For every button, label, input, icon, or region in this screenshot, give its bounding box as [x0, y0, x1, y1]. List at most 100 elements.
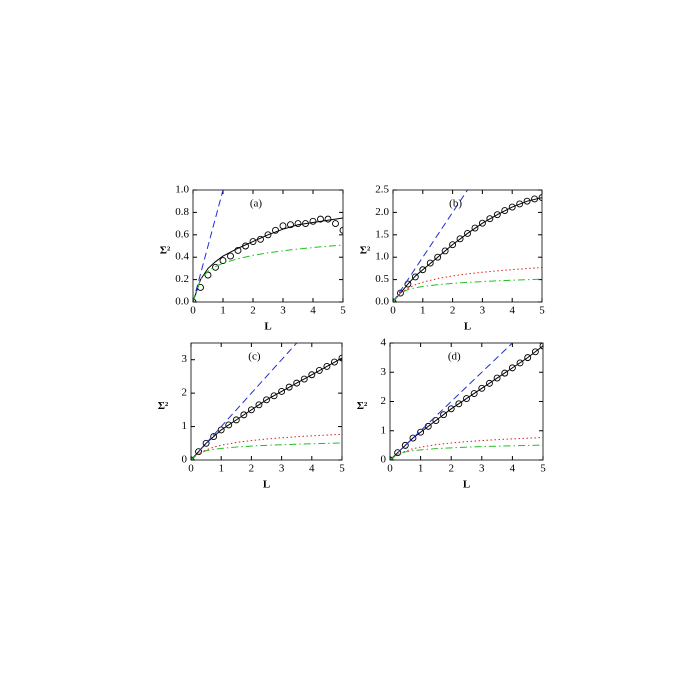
data-point	[493, 374, 501, 382]
x-tick-label: 1	[218, 463, 224, 475]
y-axis-label: Σ²	[357, 400, 368, 412]
x-tick-label: 4	[509, 305, 515, 317]
data-point	[249, 238, 257, 245]
x-tick-label: 5	[540, 463, 546, 475]
y-axis-label: Σ²	[160, 245, 171, 257]
x-tick-label: 5	[539, 305, 545, 317]
data-point	[210, 433, 218, 441]
data-point	[470, 390, 478, 398]
data-point	[501, 369, 509, 377]
data-point	[285, 383, 293, 391]
y-tick-label: 0.0	[175, 296, 189, 308]
data-point	[401, 441, 409, 449]
panel-label: (d)	[448, 351, 461, 363]
data-point	[300, 375, 308, 383]
data-point	[417, 428, 425, 436]
data-point	[501, 207, 509, 215]
line	[191, 343, 298, 460]
line	[193, 217, 343, 302]
x-tick-label: 5	[340, 305, 346, 317]
y-tick-label: 4	[381, 337, 387, 349]
line	[393, 197, 542, 302]
data-point	[456, 235, 464, 243]
line	[393, 278, 542, 302]
line	[390, 437, 543, 460]
y-axis-label: Σ²	[360, 245, 371, 257]
x-tick-label: 1	[420, 305, 426, 317]
data-point	[225, 421, 233, 429]
panel: 0 1 2 3 4 5 0 1 2 3 4 (d) L Σ²	[357, 337, 547, 491]
data-point	[287, 221, 294, 229]
data-point	[523, 197, 531, 205]
data-point	[411, 273, 419, 281]
data-point	[478, 384, 486, 392]
data-point	[240, 411, 248, 419]
data-point	[234, 247, 242, 254]
y-tick-label: 2.0	[375, 206, 389, 218]
y-tick-label: 0.8	[175, 206, 189, 218]
line	[193, 190, 224, 302]
data-point	[263, 396, 270, 404]
x-tick-label: 4	[310, 305, 316, 317]
data-point	[227, 252, 234, 260]
plot-area	[191, 343, 342, 460]
data-point	[247, 406, 255, 414]
line	[390, 345, 543, 460]
panel-label: (b)	[449, 198, 462, 210]
data-point	[447, 405, 455, 413]
panel-label: (c)	[248, 351, 261, 363]
y-tick-label: 3	[381, 366, 387, 378]
axes-frame	[190, 342, 343, 461]
data-point	[331, 358, 338, 366]
x-tick-label: 0	[390, 305, 396, 317]
line	[393, 190, 469, 302]
y-tick-label: 0	[381, 454, 387, 466]
x-tick-label: 3	[279, 463, 285, 475]
data-point	[323, 362, 331, 370]
line	[191, 442, 342, 460]
line	[390, 343, 514, 460]
y-tick-label: 1.5	[375, 228, 389, 240]
data-point	[272, 226, 279, 234]
y-tick-label: 0.0	[375, 296, 389, 308]
x-tick-label: 0	[190, 305, 196, 317]
y-axis-label: Σ²	[158, 400, 169, 412]
data-point	[294, 220, 302, 228]
x-tick-label: 1	[418, 463, 424, 475]
data-point	[308, 371, 316, 379]
data-point	[404, 280, 412, 288]
y-tick-label: 0.5	[375, 273, 389, 285]
data-point	[232, 416, 240, 424]
x-tick-label: 3	[480, 305, 486, 317]
data-point	[441, 247, 449, 255]
axes-frame	[392, 189, 543, 303]
data-point	[464, 230, 471, 237]
data-point	[440, 411, 447, 419]
x-tick-label: 0	[387, 463, 393, 475]
data-point	[538, 194, 542, 202]
plot-area	[390, 343, 543, 460]
y-tick-label: 2	[381, 395, 387, 407]
data-point	[524, 354, 532, 362]
panel-label: (a)	[250, 198, 263, 210]
x-tick-label: 2	[448, 463, 454, 475]
y-tick-label: 0	[182, 454, 188, 466]
y-tick-label: 2	[182, 387, 188, 399]
y-tick-label: 3	[182, 353, 188, 365]
x-tick-label: 1	[220, 305, 226, 317]
x-axis-label: L	[263, 479, 270, 491]
data-point	[486, 215, 494, 223]
data-point	[278, 388, 286, 395]
panel: 0 1 2 3 4 5 0.0 0.2 0.4 0.6 0.8 1.0 (a) L Σ²	[160, 184, 347, 333]
data-point	[339, 226, 343, 234]
data-point	[478, 219, 486, 227]
data-point	[531, 348, 539, 356]
x-tick-label: 2	[250, 305, 256, 317]
x-axis-label: L	[264, 321, 271, 333]
data-point	[270, 392, 278, 400]
plot-area	[193, 190, 343, 302]
x-tick-label: 3	[280, 305, 286, 317]
data-point	[324, 215, 332, 223]
y-tick-label: 0.6	[175, 228, 189, 240]
